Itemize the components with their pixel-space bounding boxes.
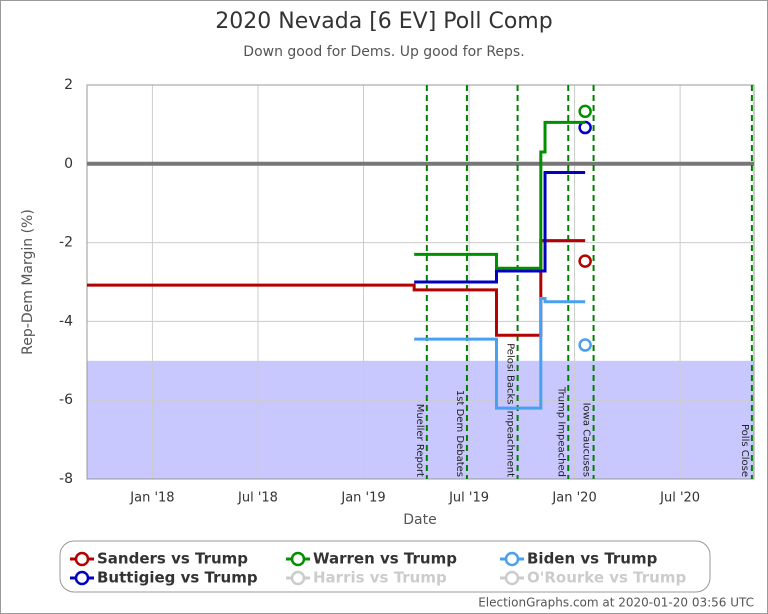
y-axis-label: Rep-Dem Margin (%) [20,209,36,355]
footer: ElectionGraphs.com at 2020-01-20 03:56 U… [478,596,754,610]
y-tick-label: -4 [59,313,73,329]
current-point [578,104,592,119]
event-label: Mueller Report [414,404,425,477]
x-tick-label: Jul '20 [659,491,700,506]
legend-swatch [504,570,520,586]
x-tick-label: Jan '18 [129,491,174,506]
event-label: 1st Dem Debates [454,390,465,477]
series-line [414,170,586,284]
event-label: Pelosi Backs Impeachment [505,343,516,477]
legend-box [59,540,711,593]
legend-swatch [504,551,520,567]
x-axis-label: Date [403,512,436,528]
chart-subtitle: Down good for Dems. Up good for Reps. [243,44,524,60]
y-tick-label: -6 [59,392,73,408]
current-point [578,338,592,352]
y-tick-label: -2 [59,235,73,251]
legend-label: O'Rourke vs Trump [527,569,686,587]
y-tick-label: 0 [64,156,73,172]
event-label: Polls Close [739,424,750,477]
shaded-region [87,360,754,479]
current-point [578,254,592,268]
series-line [414,120,586,270]
legend-swatch [74,551,90,567]
y-tick-label: 2 [64,77,73,93]
legend-swatch [74,570,90,586]
x-tick-label: Jul '18 [237,491,278,506]
y-tick-label: -8 [59,471,73,487]
chart-title: 2020 Nevada [6 EV] Poll Comp [215,9,552,34]
legend-label: Harris vs Trump [313,569,447,587]
legend-swatch [290,551,306,567]
legend-label: Biden vs Trump [527,550,658,568]
series-line [414,297,586,410]
legend-label: Warren vs Trump [313,550,457,568]
legend-label: Sanders vs Trump [97,550,248,568]
event-label: Trump Impeached [555,386,566,477]
event-label: Iowa Caucuses [581,403,592,477]
legend-label: Buttigieg vs Trump [97,569,258,587]
x-tick-label: Jul '19 [448,491,489,506]
x-tick-label: Jan '20 [551,491,596,506]
legend-swatch [290,570,306,586]
plot-border [86,84,755,480]
x-tick-label: Jan '19 [340,491,385,506]
